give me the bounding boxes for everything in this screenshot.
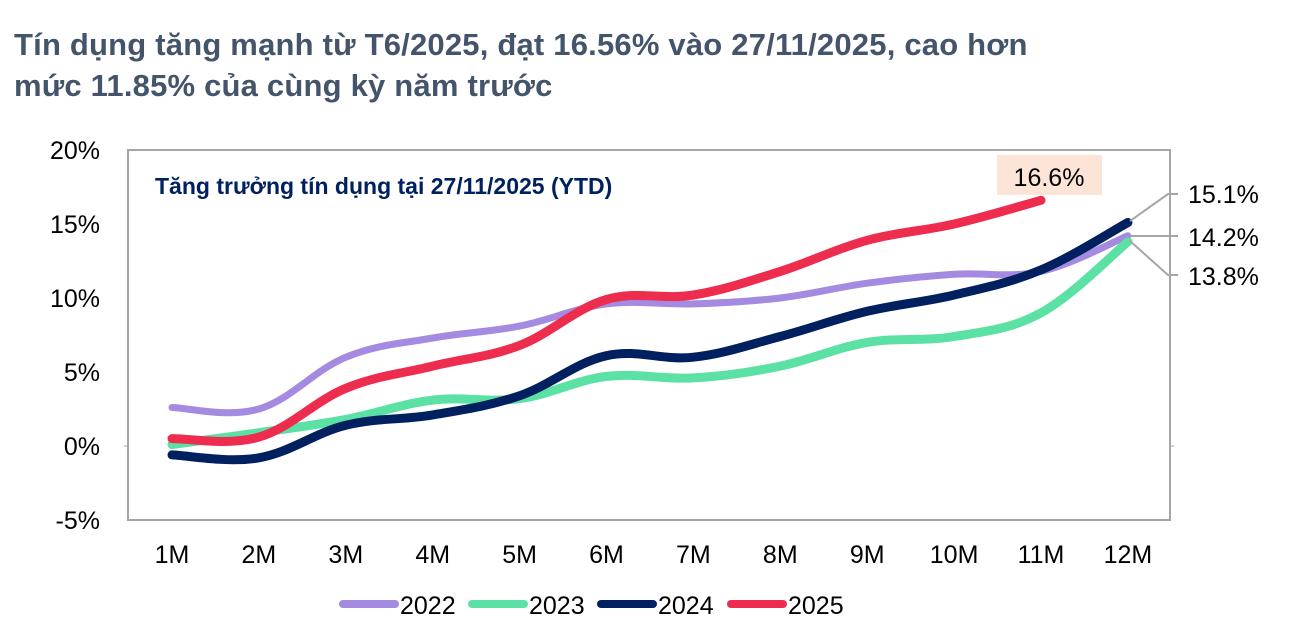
end-label-2024: 15.1%: [1188, 181, 1259, 209]
leader-line-2023: [1129, 240, 1178, 276]
end-label-2022: 14.2%: [1188, 224, 1259, 252]
series-line-2025: [167, 195, 1046, 446]
chart-title: Tăng trưởng tín dụng tại 27/11/2025 (YTD…: [155, 173, 612, 199]
legend-label-2024: 2024: [658, 592, 714, 620]
y-tick-label: 5%: [64, 359, 100, 387]
y-tick-label: -5%: [56, 507, 100, 535]
y-tick-label: 10%: [50, 285, 100, 313]
series-lines: [167, 195, 1133, 465]
legend-label-2022: 2022: [400, 592, 456, 620]
series-line-2024: [167, 218, 1133, 465]
x-tick-label: 3M: [328, 541, 363, 569]
x-tick-label: 6M: [589, 541, 624, 569]
annotation-2025-label: 16.6%: [1014, 164, 1085, 192]
x-axis-tick-labels: 1M 2M 3M 4M 5M 6M 7M 8M 9M 10M 11M 12M: [155, 541, 1153, 569]
x-tick-label: 10M: [930, 541, 979, 569]
headline: Tín dụng tăng mạnh từ T6/2025, đạt 16.56…: [14, 24, 1284, 106]
x-tick-label: 1M: [155, 541, 190, 569]
x-tick-label: 4M: [415, 541, 450, 569]
leader-lines: [1129, 193, 1178, 276]
plot-area-frame: [127, 149, 1171, 521]
annotation-2025-box: [997, 155, 1102, 195]
x-tick-label: 11M: [1018, 541, 1065, 569]
y-axis-tick-labels: 20% 15% 10% 5% 0% -5%: [50, 137, 100, 535]
legend-label-2023: 2023: [529, 592, 585, 620]
x-tick-label: 9M: [850, 541, 885, 569]
x-tick-label: 8M: [763, 541, 798, 569]
leader-line-2024: [1129, 193, 1178, 222]
y-tick-label: 20%: [50, 137, 100, 165]
x-tick-label: 2M: [242, 541, 277, 569]
x-tick-label: 5M: [502, 541, 537, 569]
series-line-2022: [168, 232, 1132, 417]
series-line-2023: [167, 237, 1133, 450]
y-tick-label: 0%: [64, 433, 100, 461]
legend-label-2025: 2025: [788, 592, 844, 620]
headline-line-2: mức 11.85% của cùng kỳ năm trước: [14, 68, 553, 103]
legend: 2022 2023 2024 2025: [339, 592, 844, 620]
x-tick-label: 12M: [1104, 541, 1153, 569]
end-label-2023: 13.8%: [1188, 263, 1259, 291]
y-tick-label: 15%: [50, 211, 100, 239]
headline-line-1: Tín dụng tăng mạnh từ T6/2025, đạt 16.56…: [14, 27, 1028, 62]
x-tick-label: 7M: [676, 541, 711, 569]
